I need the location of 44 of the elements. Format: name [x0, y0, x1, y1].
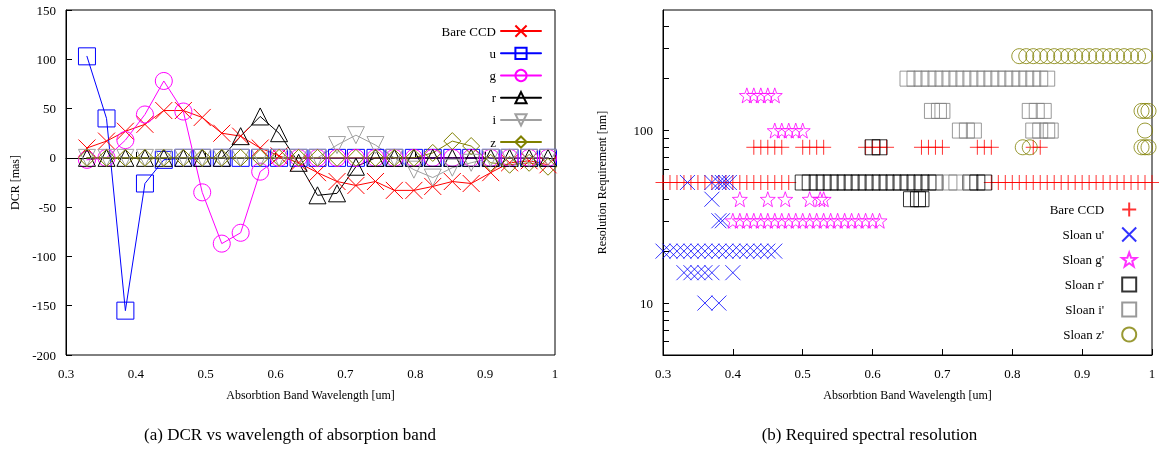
x-tick-label: 0.6: [267, 366, 285, 381]
y-tick-label: -100: [32, 248, 56, 264]
legend-label: Bare CCD: [1049, 202, 1105, 217]
legend-label: Sloan g': [1062, 252, 1105, 267]
x-tick-label: 0.8: [1004, 366, 1021, 381]
x-tick-label: 0.4: [724, 366, 742, 381]
x-tick-label: 0.7: [934, 366, 952, 381]
y-tick-label: 150: [36, 2, 56, 18]
x-tick-label: 0.3: [57, 366, 75, 381]
legend-label: i: [492, 112, 497, 128]
legend-label: z: [490, 134, 497, 150]
y-axis-title: DCR [mas]: [8, 155, 23, 210]
legend-label: Sloan i': [1065, 302, 1105, 317]
y-tick-label: 10: [640, 295, 653, 311]
x-tick-label: 0.5: [794, 366, 811, 381]
x-axis-title: Absorbtion Band Wavelength [um]: [823, 388, 992, 402]
y-tick-label: -50: [38, 199, 56, 215]
legend-label: g: [489, 68, 497, 83]
y-axis-title: Resolution Requirement [nm]: [595, 110, 609, 255]
text: (b) Required spectral resolution: [761, 425, 978, 444]
legend-label: Sloan z': [1063, 327, 1105, 342]
x-tick-label: 0.8: [407, 366, 424, 381]
legend-label: u: [489, 45, 497, 61]
legend-label: Bare CCD: [441, 23, 496, 39]
legend-label: Sloan r': [1064, 277, 1105, 292]
y-tick-label: 0: [49, 150, 56, 166]
x-tick-label: 0.3: [654, 366, 672, 381]
y-tick-label: -150: [32, 298, 56, 314]
y-tick-label: 50: [43, 101, 56, 117]
x-tick-label: 0.5: [197, 366, 214, 381]
x-tick-label: 0.4: [127, 366, 145, 381]
text: (a) DCR vs wavelength of absorption band: [144, 425, 437, 444]
x-tick-label: 1: [1148, 366, 1156, 381]
y-tick-label: -200: [32, 347, 56, 363]
x-tick-label: 1: [551, 366, 559, 381]
legend-label: Sloan u': [1062, 227, 1105, 242]
y-tick-label: 100: [633, 123, 653, 139]
x-tick-label: 0.9: [1074, 366, 1091, 381]
x-tick-label: 0.6: [864, 366, 882, 381]
x-tick-label: 0.9: [477, 366, 494, 381]
legend-label: r: [491, 90, 497, 106]
x-tick-label: 0.7: [337, 366, 355, 381]
x-axis-title: Absorbtion Band Wavelength [um]: [226, 388, 395, 402]
y-tick-label: 100: [36, 51, 56, 67]
